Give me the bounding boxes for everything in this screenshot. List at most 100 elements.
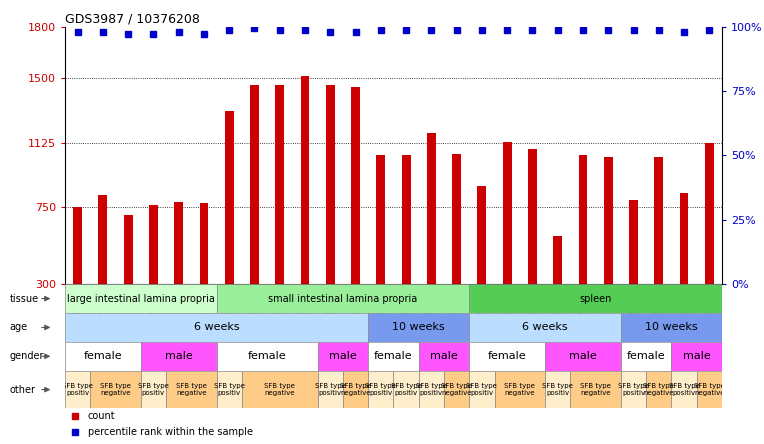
Text: 10 weeks: 10 weeks	[645, 322, 698, 333]
Bar	[166, 371, 216, 408]
Bar	[629, 200, 638, 284]
Text: SFB type
positiv: SFB type positiv	[416, 383, 447, 396]
Bar	[655, 157, 663, 284]
Text: female: female	[248, 351, 286, 361]
Bar	[73, 207, 82, 284]
Text: female: female	[83, 351, 122, 361]
Bar	[377, 155, 385, 284]
Bar	[469, 342, 545, 371]
Text: female: female	[374, 351, 413, 361]
Bar	[469, 313, 621, 342]
Text: SFB type
negative: SFB type negative	[264, 383, 295, 396]
Bar	[326, 85, 335, 284]
Text: SFB type
negative: SFB type negative	[580, 383, 611, 396]
Text: SFB type
negative: SFB type negative	[100, 383, 131, 396]
Bar	[646, 371, 672, 408]
Text: male: male	[683, 351, 711, 361]
Text: male: male	[569, 351, 597, 361]
Text: SFB type
positiv: SFB type positiv	[214, 383, 244, 396]
Bar	[216, 371, 242, 408]
Text: 6 weeks: 6 weeks	[194, 322, 239, 333]
Bar	[318, 371, 343, 408]
Bar	[578, 155, 588, 284]
Bar	[141, 371, 166, 408]
Bar	[444, 371, 469, 408]
Text: SFB type
negative: SFB type negative	[176, 383, 207, 396]
Text: male: male	[165, 351, 193, 361]
Text: large intestinal lamina propria: large intestinal lamina propria	[66, 293, 215, 304]
Text: SFB type
positiv: SFB type positiv	[365, 383, 397, 396]
Bar	[318, 342, 368, 371]
Bar	[368, 371, 393, 408]
Text: SFB type
negative: SFB type negative	[643, 383, 675, 396]
Bar	[604, 157, 613, 284]
Bar	[528, 149, 537, 284]
Bar	[545, 371, 571, 408]
Text: count: count	[88, 411, 115, 421]
Text: SFB type
positiv: SFB type positiv	[668, 383, 700, 396]
Bar	[680, 193, 688, 284]
Bar	[545, 342, 621, 371]
Text: tissue: tissue	[10, 293, 39, 304]
Text: 10 weeks: 10 weeks	[393, 322, 445, 333]
Bar	[553, 236, 562, 284]
Bar	[250, 85, 259, 284]
Bar	[65, 342, 141, 371]
Bar	[478, 186, 487, 284]
Text: SFB type
negative: SFB type negative	[694, 383, 725, 396]
Bar	[621, 313, 722, 342]
Bar	[368, 342, 419, 371]
Bar	[672, 371, 697, 408]
Bar	[141, 342, 216, 371]
Bar	[351, 87, 360, 284]
Bar	[452, 154, 461, 284]
Bar	[343, 371, 368, 408]
Bar	[124, 215, 132, 284]
Bar	[149, 205, 158, 284]
Bar	[65, 371, 90, 408]
Bar	[697, 371, 722, 408]
Text: male: male	[329, 351, 357, 361]
Bar	[469, 371, 494, 408]
Text: SFB type
negative: SFB type negative	[441, 383, 472, 396]
Bar	[419, 342, 469, 371]
Bar	[419, 371, 444, 408]
Bar	[65, 284, 216, 313]
Bar	[672, 342, 722, 371]
Bar	[705, 143, 714, 284]
Text: SFB type
positiv: SFB type positiv	[618, 383, 649, 396]
Bar	[99, 195, 107, 284]
Bar	[199, 203, 209, 284]
Text: SFB type
positiv: SFB type positiv	[138, 383, 169, 396]
Text: spleen: spleen	[579, 293, 612, 304]
Text: GDS3987 / 10376208: GDS3987 / 10376208	[65, 12, 200, 25]
Bar	[503, 142, 512, 284]
Text: gender: gender	[10, 351, 44, 361]
Text: SFB type
positiv: SFB type positiv	[315, 383, 346, 396]
Bar	[393, 371, 419, 408]
Bar	[621, 371, 646, 408]
Bar	[494, 371, 545, 408]
Text: SFB type
positiv: SFB type positiv	[62, 383, 93, 396]
Bar	[174, 202, 183, 284]
Bar	[242, 371, 318, 408]
Text: SFB type
positiv: SFB type positiv	[390, 383, 422, 396]
Bar	[368, 313, 469, 342]
Text: SFB type
positiv: SFB type positiv	[542, 383, 573, 396]
Text: percentile rank within the sample: percentile rank within the sample	[88, 427, 253, 437]
Bar	[402, 155, 410, 284]
Bar	[216, 284, 469, 313]
Text: female: female	[488, 351, 526, 361]
Bar	[469, 284, 722, 313]
Bar	[275, 85, 284, 284]
Bar	[621, 342, 672, 371]
Bar	[225, 111, 234, 284]
Bar	[427, 133, 435, 284]
Text: 6 weeks: 6 weeks	[523, 322, 568, 333]
Text: male: male	[430, 351, 458, 361]
Text: other: other	[10, 385, 36, 395]
Text: SFB type
positiv: SFB type positiv	[467, 383, 497, 396]
Bar	[216, 342, 318, 371]
Text: SFB type
negative: SFB type negative	[340, 383, 371, 396]
Text: SFB type
negative: SFB type negative	[504, 383, 536, 396]
